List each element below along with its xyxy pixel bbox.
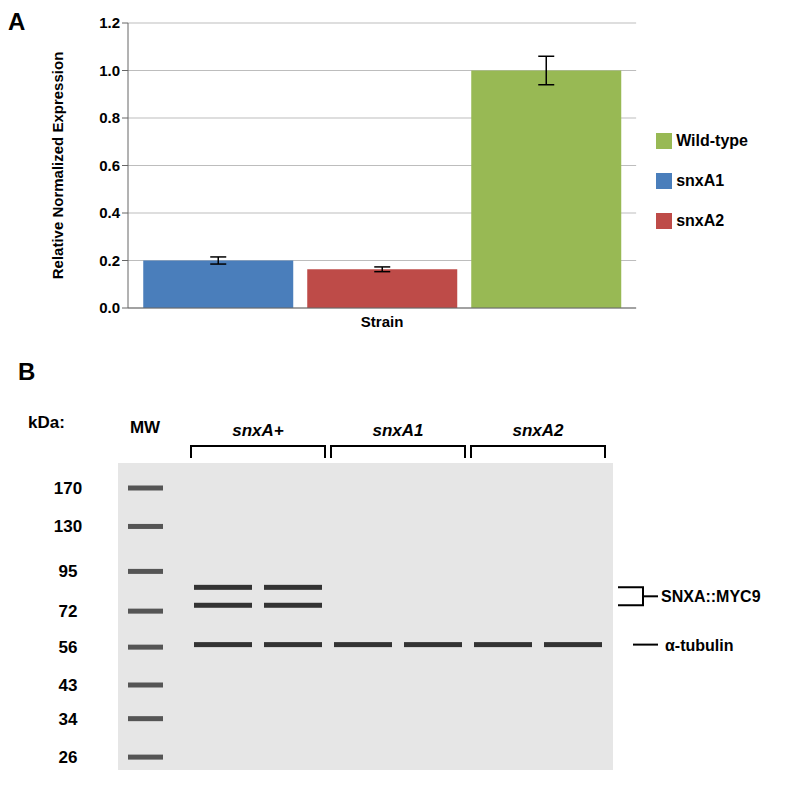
svg-text:0.6: 0.6 — [99, 157, 120, 174]
svg-text:1.0: 1.0 — [99, 62, 120, 79]
svg-text:34: 34 — [59, 710, 78, 729]
svg-text:0.2: 0.2 — [99, 252, 120, 269]
svg-text:72: 72 — [59, 602, 78, 621]
svg-text:56: 56 — [59, 638, 78, 657]
html-text:Wild-type: Wild-type — [676, 131, 748, 149]
svg-text:B: B — [18, 358, 35, 385]
svg-text:MW: MW — [130, 418, 161, 437]
svg-text:130: 130 — [54, 517, 82, 536]
html-text:snxA1: snxA1 — [676, 171, 725, 189]
svg-text:0.4: 0.4 — [99, 204, 121, 221]
html-text:A: A — [8, 8, 26, 35]
svg-text:170: 170 — [54, 479, 82, 498]
svg-text:snxA1: snxA1 — [372, 421, 423, 440]
svg-text:SNXA::MYC9: SNXA::MYC9 — [661, 588, 761, 605]
svg-text:α-tubulin: α-tubulin — [665, 637, 733, 654]
svg-text:26: 26 — [59, 748, 78, 767]
svg-text:1.2: 1.2 — [99, 14, 120, 31]
svg-text:95: 95 — [59, 562, 78, 581]
svg-text:0.0: 0.0 — [99, 299, 120, 316]
svg-text:43: 43 — [59, 676, 78, 695]
svg-text:snxA+: snxA+ — [232, 421, 284, 440]
svg-text:kDa:: kDa: — [28, 413, 65, 432]
html-text:snxA2: snxA2 — [676, 211, 725, 229]
svg-text:snxA2: snxA2 — [512, 421, 564, 440]
svg-text:0.8: 0.8 — [99, 109, 120, 126]
svg-text:Strain: Strain — [361, 313, 404, 330]
svg-text:Relative Normalized Expression: Relative Normalized Expression — [49, 52, 66, 280]
